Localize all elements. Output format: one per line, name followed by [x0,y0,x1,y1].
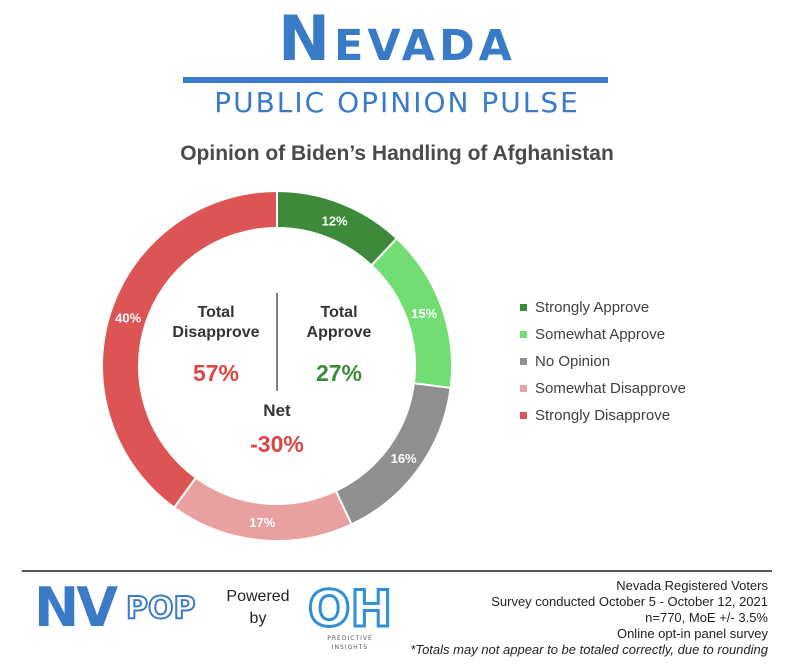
chart-legend: Strongly Approve Somewhat Approve No Opini… [520,294,686,429]
powered-line1: Powered [226,588,290,605]
survey-dates: Survey conducted October 5 - October 12,… [491,594,768,609]
oh-predictive-insights-logo: OH PREDICTIVE INSIGHTS [306,579,393,652]
survey-sample: n=770, MoE +/- 3.5% [645,610,768,625]
brand-title: Nevada [278,2,516,75]
legend-item-somewhat-disapprove: Somewhat Disapprove [520,375,686,402]
chart-title: Opinion of Biden’s Handling of Afghanist… [180,142,614,165]
nvpop-logo-pop: POP [126,591,195,626]
powered-line2: by [249,610,267,627]
net-value: -30% [250,431,304,457]
legend-item-somewhat-approve: Somewhat Approve [520,321,686,348]
survey-rounding-note: *Totals may not appear to be totaled cor… [410,642,768,657]
disapprove-label-line1: Total [197,304,234,321]
legend-label: Strongly Approve [535,299,650,316]
disapprove-value: 57% [193,360,239,386]
footer-divider [22,570,772,572]
slice-somewhat-disapprove [172,476,353,542]
brand-subtitle: PUBLIC OPINION PULSE [214,86,580,119]
survey-method: Online opt-in panel survey [616,626,768,641]
slice-strongly-disapprove [101,189,278,509]
legend-swatch [520,358,527,365]
legend-swatch [520,412,527,419]
slice-label-strongly-disapprove: 40% [115,311,141,326]
nvpop-logo-nv: NV [34,578,118,634]
survey-details: Nevada Registered Voters Survey conducte… [410,578,768,658]
legend-item-no-opinion: No Opinion [520,348,686,375]
legend-swatch [520,304,527,311]
legend-swatch [520,385,527,392]
survey-population: Nevada Registered Voters [616,578,768,593]
legend-item-strongly-disapprove: Strongly Disapprove [520,402,686,429]
legend-label: No Opinion [535,353,611,370]
slice-label-somewhat-disapprove: 17% [249,515,275,530]
legend-label: Somewhat Disapprove [535,380,686,397]
nvpop-logo: NV POP [34,578,196,634]
brand-divider [183,77,608,83]
approve-label-line2: Approve [307,324,372,341]
slice-label-somewhat-approve: 15% [411,306,437,321]
legend-item-strongly-approve: Strongly Approve [520,294,686,321]
slice-label-no-opinion: 16% [391,451,417,466]
legend-swatch [520,331,527,338]
slice-label-strongly-approve: 12% [322,213,348,228]
oh-logo-sub2: INSIGHTS [332,644,368,651]
donut-chart: 12% 15% 16% 17% 40% Total Disapprove 57% Tot… [101,189,453,542]
oh-logo-sub: PREDICTIVE [327,635,373,642]
legend-label: Strongly Disapprove [535,407,671,424]
oh-logo-letters: OH [308,580,392,638]
disapprove-label-line2: Disapprove [172,324,259,341]
approve-value: 27% [316,360,362,386]
powered-by-text: Powered by [218,586,298,630]
net-label: Net [263,401,291,420]
approve-label-line1: Total [320,304,357,321]
legend-label: Somewhat Approve [535,326,666,343]
